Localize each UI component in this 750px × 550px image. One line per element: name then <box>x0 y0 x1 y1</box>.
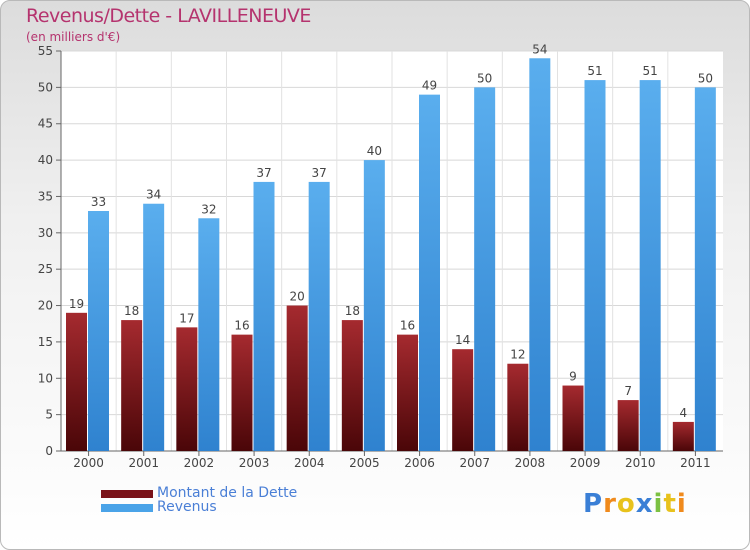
dette-bar-label: 14 <box>455 333 470 347</box>
x-tick-label: 2009 <box>570 456 601 470</box>
revenus-bar <box>419 94 440 452</box>
logo-letter: i <box>653 489 664 519</box>
x-tick-label: 2000 <box>73 456 104 470</box>
revenus-bar-label: 40 <box>367 144 382 158</box>
y-tick-label: 5 <box>45 408 53 422</box>
logo-letter: P <box>583 489 604 519</box>
dette-bar-label: 20 <box>290 290 305 304</box>
chart-title: Revenus/Dette - LAVILLENEUVE <box>26 5 311 27</box>
x-tick-label: 2005 <box>349 456 380 470</box>
dette-bar-label: 16 <box>234 319 249 333</box>
dette-bar-label: 19 <box>69 297 84 311</box>
dette-bar-label: 16 <box>400 319 415 333</box>
dette-bar <box>176 327 198 451</box>
x-tick-label: 2007 <box>459 456 490 470</box>
y-tick-label: 0 <box>45 444 53 458</box>
revenus-bar <box>694 87 716 451</box>
logo-letter: i <box>676 489 687 519</box>
revenus-bar <box>639 80 661 451</box>
legend-swatch-dette <box>101 490 153 498</box>
revenus-bar <box>198 218 220 451</box>
y-tick-label: 40 <box>38 153 53 167</box>
revenus-bar <box>253 181 275 451</box>
proxiti-logo: Proxiti <box>583 489 687 519</box>
dette-bar <box>341 320 363 451</box>
x-tick-label: 2001 <box>128 456 159 470</box>
x-tick-label: 2002 <box>184 456 215 470</box>
dette-bar <box>452 349 474 451</box>
dette-bar <box>66 312 87 451</box>
revenus-bar <box>584 80 606 451</box>
revenus-bar-label: 33 <box>91 195 106 209</box>
revenus-bar-label: 50 <box>698 71 713 85</box>
revenus-bar-label: 50 <box>477 71 492 85</box>
x-tick-label: 2003 <box>239 456 270 470</box>
revenus-bar-label: 34 <box>146 188 161 202</box>
chart-subtitle: (en milliers d'€) <box>26 30 121 44</box>
x-tick-label: 2008 <box>515 456 546 470</box>
dette-bar <box>121 320 143 451</box>
y-tick-label: 45 <box>38 117 53 131</box>
dette-bar-label: 18 <box>345 304 360 318</box>
x-tick-label: 2004 <box>294 456 325 470</box>
dette-bar <box>507 363 529 451</box>
dette-bar <box>231 334 253 451</box>
y-tick-label: 55 <box>38 44 53 58</box>
y-tick-label: 50 <box>38 80 53 94</box>
dette-bar-label: 17 <box>179 311 194 325</box>
dette-bar-label: 9 <box>569 370 577 384</box>
dette-bar <box>672 421 694 451</box>
revenus-bar <box>308 181 330 451</box>
logo-letter: t <box>663 489 677 519</box>
dette-bar-label: 12 <box>510 348 525 362</box>
revenus-bar-label: 37 <box>256 166 271 180</box>
legend-label-revenus: Revenus <box>157 499 217 515</box>
revenus-bar-label: 54 <box>532 42 547 56</box>
revenus-bar <box>88 211 109 451</box>
legend-swatch-revenus <box>101 504 153 512</box>
logo-letter: x <box>635 489 654 519</box>
revenus-bar <box>474 87 496 451</box>
y-tick-label: 15 <box>38 335 53 349</box>
dette-bar <box>562 385 584 451</box>
y-tick-label: 25 <box>38 262 53 276</box>
logo-letter: r <box>603 489 617 519</box>
revenus-bar <box>143 203 165 451</box>
y-tick-label: 20 <box>38 299 53 313</box>
revenus-bar-label: 51 <box>587 64 602 78</box>
revenus-bar-label: 32 <box>201 202 216 216</box>
y-tick-label: 35 <box>38 189 53 203</box>
dette-bar <box>286 305 308 451</box>
legend-label-dette: Montant de la Dette <box>157 485 298 501</box>
x-tick-label: 2010 <box>625 456 656 470</box>
revenus-bar-label: 37 <box>312 166 327 180</box>
revenus-bar <box>363 160 385 451</box>
x-tick-label: 2011 <box>680 456 711 470</box>
revenus-bar-label: 51 <box>643 64 658 78</box>
dette-bar-label: 4 <box>680 406 688 420</box>
dette-bar-label: 7 <box>624 384 632 398</box>
y-tick-label: 10 <box>38 371 53 385</box>
dette-bar-label: 18 <box>124 304 139 318</box>
logo-letter: o <box>616 489 636 519</box>
y-tick-label: 30 <box>38 226 53 240</box>
dette-bar <box>617 400 639 451</box>
revenus-bar <box>529 58 551 451</box>
dette-bar <box>397 334 418 451</box>
revenus-bar-label: 49 <box>422 79 437 93</box>
x-tick-label: 2006 <box>404 456 435 470</box>
